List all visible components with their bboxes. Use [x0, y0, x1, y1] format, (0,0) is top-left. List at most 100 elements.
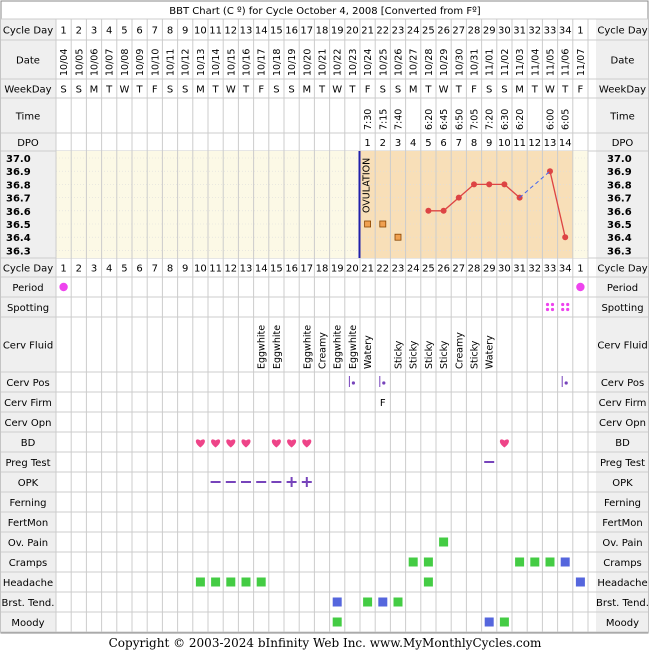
times-cell: 7:30: [363, 109, 374, 130]
period-dot: [576, 282, 585, 292]
dates-cell: 10/15: [226, 49, 237, 76]
cycle_days-cell: 24: [407, 26, 420, 37]
row-label-right-cpos: Cerv Pos: [601, 378, 644, 389]
weekdays-cell: F: [471, 85, 477, 96]
moody-square: [332, 617, 342, 627]
cycle_days-cell: 28: [468, 264, 481, 275]
dates-cell: 10/05: [74, 49, 85, 76]
row-label-cramps: Cramps: [9, 558, 48, 569]
cycle_days-cell: 2: [76, 26, 82, 37]
row-label-right-period: Period: [607, 283, 638, 294]
row-label-opk: OPK: [18, 478, 39, 489]
dates-cell: 10/18: [272, 49, 283, 76]
dpo-cell: 3: [395, 138, 401, 149]
headache-square: [575, 577, 585, 587]
dates-cell: 11/02: [500, 49, 511, 76]
temperature-point: [440, 207, 447, 214]
row-label-right-cramps: Cramps: [603, 558, 642, 569]
spotting-dot: [545, 307, 550, 312]
row-label-right-cday: Cycle Day: [597, 26, 647, 37]
weekdays-cell: T: [455, 85, 463, 96]
dates-cell: 10/07: [105, 49, 116, 76]
cerv_fluid-cell: Eggwhite: [257, 325, 268, 369]
cycle_days-cell: 26: [437, 26, 450, 37]
cerv_fluid-cell: Sticky: [409, 340, 420, 369]
dates-cell: 10/28: [424, 49, 435, 76]
dates-cell: 10/31: [470, 49, 481, 76]
weekdays-cell: T: [348, 85, 356, 96]
y-tick-label: 36.5: [6, 220, 31, 231]
row-label-right-cfirm: Cerv Firm: [599, 398, 647, 409]
y-tick-label: 36.6: [6, 207, 31, 218]
weekdays-cell: S: [486, 85, 492, 96]
left-label-column: [1, 19, 56, 632]
dates-cell: 10/10: [150, 49, 161, 76]
row-label-ovpain: Ov. Pain: [8, 538, 48, 549]
times-cell: 6:20: [515, 109, 526, 130]
cerv_fluid-cell: Sticky: [470, 340, 481, 369]
cycle_days-cell: 7: [152, 264, 158, 275]
cycle_days-cell: 22: [376, 26, 389, 37]
cycle_days-cell: 11: [209, 26, 222, 37]
headache-square: [241, 577, 251, 587]
cycle_days-cell: 31: [513, 26, 526, 37]
y-tick-label-right: 36.7: [607, 194, 632, 205]
dates-cell: 11/04: [530, 49, 541, 76]
breast-tenderness-square: [363, 597, 373, 607]
row-label-right-moody: Moody: [606, 618, 639, 629]
weekdays-cell: T: [531, 85, 539, 96]
row-label-right-preg: Preg Test: [600, 458, 645, 469]
cycle_days-cell: 4: [106, 264, 112, 275]
headache-square: [423, 577, 433, 587]
row-label-right-head: Headache: [597, 578, 647, 589]
cycle_days-cell: 33: [544, 26, 557, 37]
temperature-point: [455, 194, 462, 201]
dates-cell: 10/30: [454, 49, 465, 76]
cerv_fluid-cell: Sticky: [439, 340, 450, 369]
row-label-preg: Preg Test: [5, 458, 50, 469]
dates-cell: 11/05: [546, 49, 557, 76]
moody-square: [499, 617, 509, 627]
weekdays-cell: M: [515, 85, 524, 96]
dpo-cell: 14: [559, 138, 572, 149]
weekdays-cell: T: [136, 85, 144, 96]
dates-cell: 10/11: [166, 49, 177, 76]
row-label-right-date: Date: [611, 56, 635, 67]
cycle_days-cell: 9: [182, 26, 188, 37]
cervix-position-dot: [564, 381, 568, 385]
dpo-cell: 5: [425, 138, 431, 149]
row-label-bd: BD: [21, 438, 36, 449]
row-label-right-fern: Ferning: [604, 498, 641, 509]
weekdays-cell: M: [302, 85, 311, 96]
dates-cell: 10/24: [363, 49, 374, 76]
dates-cell: 10/23: [348, 49, 359, 76]
y-tick-label: 36.3: [6, 246, 31, 257]
y-tick-label-right: 37.0: [607, 154, 632, 165]
cycle_days-cell: 34: [559, 26, 572, 37]
weekdays-cell: M: [90, 85, 99, 96]
spotting-dot: [545, 302, 550, 307]
cramps-square: [530, 557, 540, 567]
breast-tenderness-square: [393, 597, 403, 607]
copyright-footer: Copyright © 2003-2024 bInfinity Web Inc.…: [109, 636, 542, 650]
cycle_days-cell: 27: [452, 26, 465, 37]
times-cell: 6:50: [454, 109, 465, 130]
discarded-temperature-point: [394, 233, 402, 241]
cycle_days-cell: 11: [209, 264, 222, 275]
cycle_days-cell: 31: [513, 264, 526, 275]
cycle_days-cell: 32: [528, 264, 541, 275]
dates-cell: 10/14: [211, 49, 222, 76]
discarded-temperature-point: [379, 220, 387, 228]
right-label-column: [596, 19, 648, 632]
weekdays-cell: M: [409, 85, 418, 96]
cycle_days-cell: 1: [577, 26, 583, 37]
temperature-point: [471, 181, 477, 188]
times-cell: 7:40: [394, 109, 405, 130]
cycle_days-cell: 3: [91, 264, 97, 275]
dpo-cell: 12: [528, 138, 541, 149]
row-label-right-ovpain: Ov. Pain: [602, 538, 642, 549]
dates-cell: 10/29: [439, 49, 450, 76]
dpo-cell: 9: [486, 138, 492, 149]
dates-cell: 10/20: [302, 49, 313, 76]
